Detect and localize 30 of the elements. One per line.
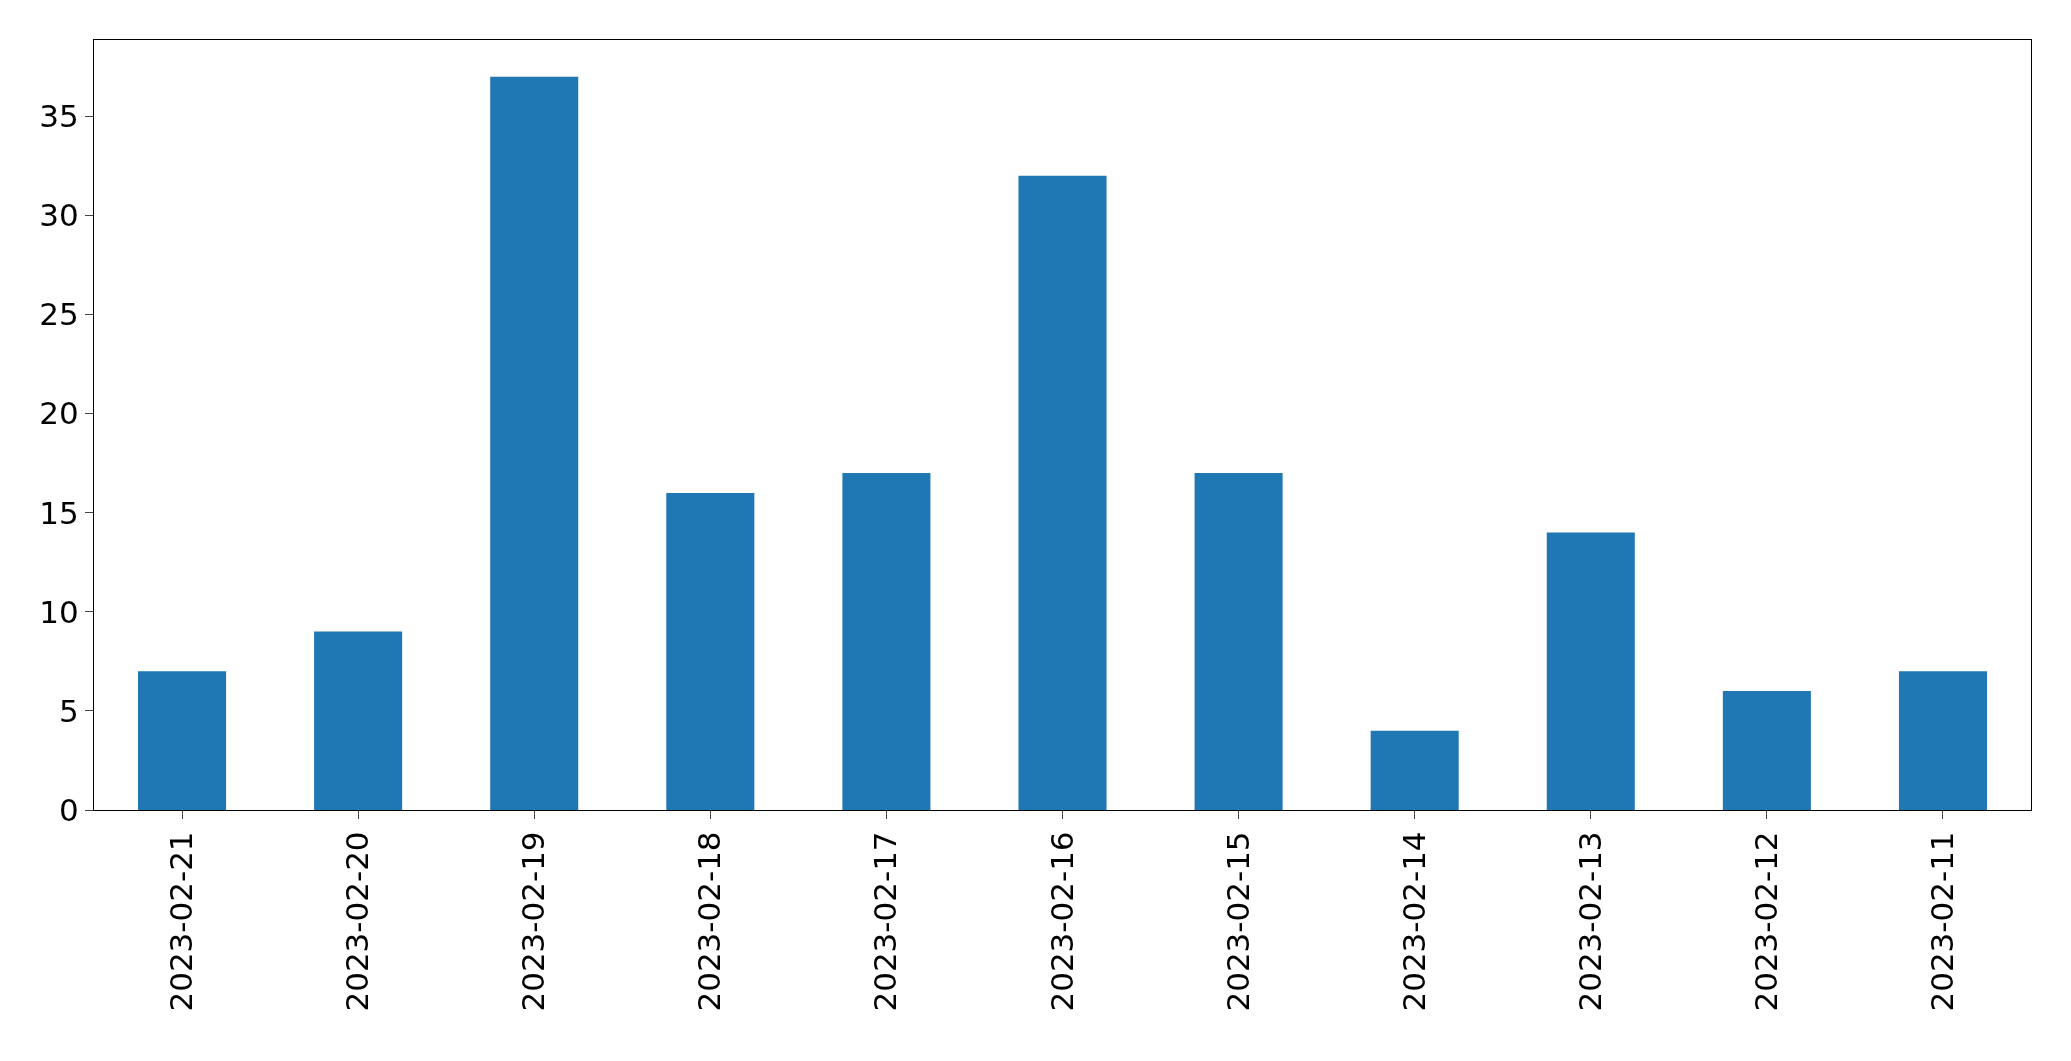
x-tick-label: 2023-02-15 [1219, 831, 1256, 1012]
y-tick-label: 0 [59, 791, 79, 828]
y-tick-label: 20 [39, 395, 79, 432]
bar [1018, 175, 1107, 810]
bar [1898, 671, 1987, 810]
x-tick-label: 2023-02-20 [339, 831, 376, 1012]
x-tick-label: 2023-02-12 [1747, 831, 1784, 1012]
x-tick-label: 2023-02-18 [691, 831, 728, 1012]
x-tick-label: 2023-02-14 [1395, 831, 1432, 1012]
x-tick-label: 2023-02-16 [1043, 831, 1080, 1012]
bar [666, 492, 755, 810]
bar [1370, 730, 1459, 810]
y-tick-label: 5 [59, 692, 79, 729]
bar [1194, 473, 1283, 810]
bar [1546, 532, 1635, 810]
x-tick-label: 2023-02-17 [867, 831, 904, 1012]
y-tick-label: 30 [39, 197, 79, 234]
x-tick-label: 2023-02-11 [1924, 831, 1961, 1012]
x-tick-label: 2023-02-19 [515, 831, 552, 1012]
x-tick-label: 2023-02-13 [1571, 831, 1608, 1012]
y-tick-label: 10 [39, 593, 79, 630]
bar [314, 631, 403, 810]
y-tick-label: 15 [39, 494, 79, 531]
bar [1722, 691, 1811, 810]
y-tick-label: 35 [39, 98, 79, 135]
bar [138, 671, 227, 810]
bar [490, 76, 579, 810]
x-tick-label: 2023-02-21 [163, 831, 200, 1012]
bar [842, 473, 931, 810]
y-tick-label: 25 [39, 296, 79, 333]
